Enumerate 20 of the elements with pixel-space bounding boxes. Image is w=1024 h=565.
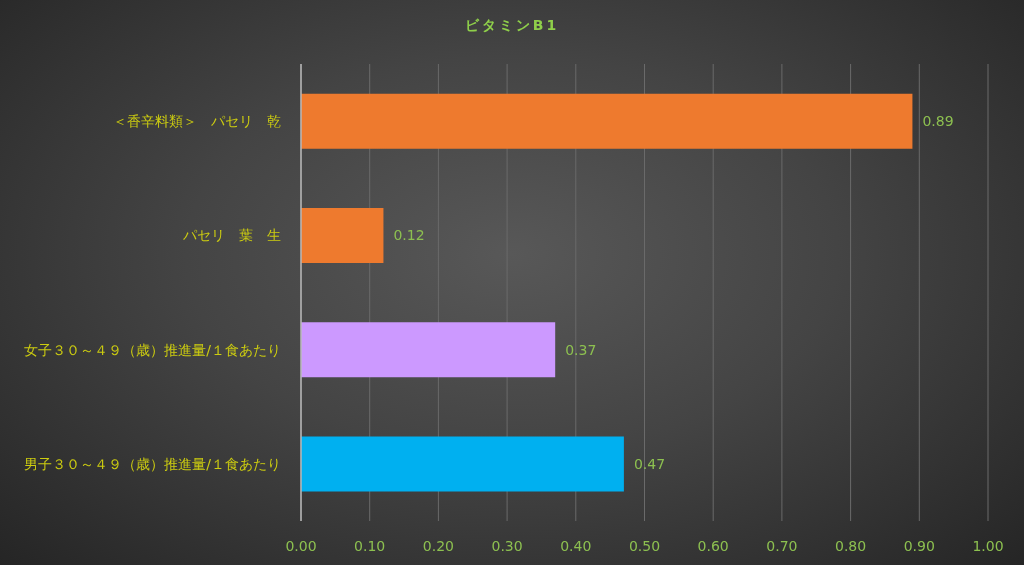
x-tick-label: 0.80 <box>835 537 867 554</box>
x-tick-label: 0.60 <box>697 537 729 554</box>
y-tick-label: 男子３０～４９（歳）推進量/１食あたり <box>24 455 281 472</box>
y-tick-label: パセリ 葉 生 <box>182 227 281 244</box>
x-tick-label: 0.30 <box>491 537 523 554</box>
data-label: 0.12 <box>393 227 425 244</box>
x-tick-label: 0.10 <box>354 537 386 554</box>
chart-title: ビタミンB1 <box>463 17 561 35</box>
y-tick-label: ＜香辛料類＞ パセリ 乾 <box>113 113 281 130</box>
data-label: 0.37 <box>565 341 597 358</box>
x-tick-label: 0.50 <box>628 537 661 554</box>
x-tick-label: 0.70 <box>766 537 798 554</box>
x-tick-label: 0.20 <box>422 537 454 554</box>
x-tick-label: 1.00 <box>972 537 1004 554</box>
y-tick-label: 女子３０～４９（歳）推進量/１食あたり <box>24 341 281 358</box>
data-label: 0.47 <box>633 455 666 472</box>
x-tick-label: 0.40 <box>560 537 592 554</box>
x-tick-label: 0.00 <box>285 537 317 554</box>
x-tick-label: 0.90 <box>903 537 935 554</box>
data-label: 0.89 <box>922 113 954 130</box>
